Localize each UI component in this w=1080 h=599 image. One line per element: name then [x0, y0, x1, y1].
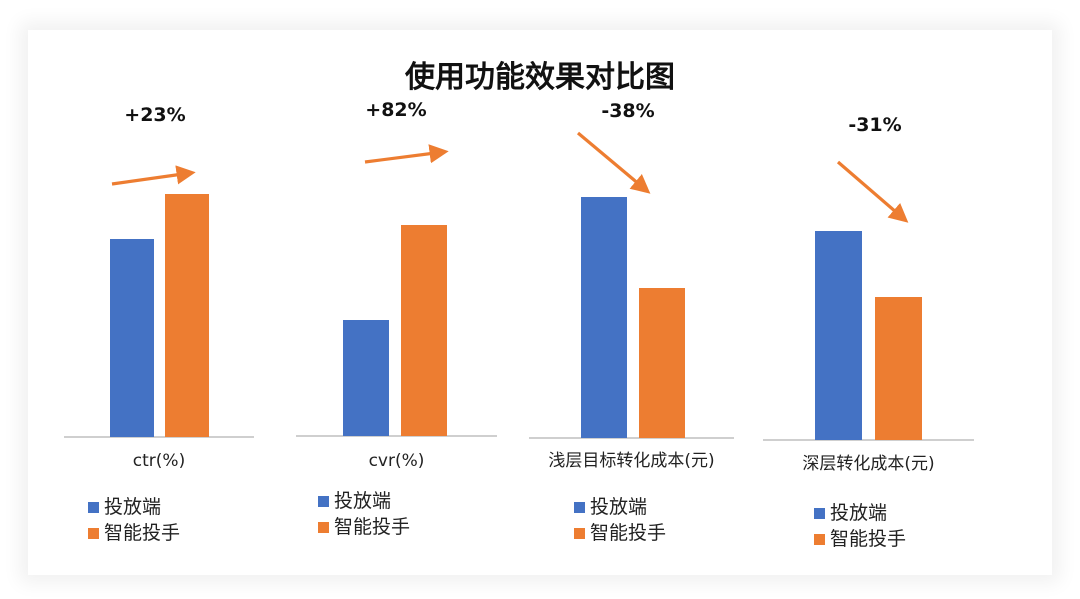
legend: 投放端 智能投手: [574, 494, 666, 546]
chart-panel-2: +82% cvr(%): [296, 99, 497, 471]
legend-swatch: [814, 533, 825, 545]
bar-智能投手: [639, 288, 685, 438]
legend-swatch: [88, 527, 99, 539]
legend-item: 投放端: [318, 488, 410, 514]
legend-label: 投放端: [334, 490, 392, 512]
change-label: +82%: [365, 99, 426, 121]
legend-label: 智能投手: [334, 516, 411, 538]
legend-swatch: [574, 527, 585, 539]
bar-投放端: [815, 231, 862, 440]
change-label: -31%: [848, 114, 901, 136]
trend-arrow-down: [576, 131, 651, 194]
legend-item: 智能投手: [574, 520, 666, 546]
legend-item: 智能投手: [318, 514, 410, 540]
category-label: 浅层目标转化成本(元): [548, 451, 714, 471]
chart-panel-4: -31% 深层转化成本(元): [763, 114, 974, 474]
legend-item: 投放端: [88, 494, 180, 520]
trend-arrow-down: [836, 160, 909, 223]
legend-swatch: [318, 495, 329, 507]
legend-item: 投放端: [574, 494, 666, 520]
trend-arrow-up: [364, 144, 449, 164]
chart-panel-1: +23% ctr(%): [64, 104, 254, 471]
legend-item: 智能投手: [814, 526, 906, 552]
legend: 投放端 智能投手: [814, 500, 906, 552]
change-label: -38%: [601, 100, 654, 122]
legend-swatch: [814, 507, 825, 519]
category-label: 深层转化成本(元): [802, 454, 934, 474]
legend: 投放端 智能投手: [88, 494, 180, 546]
bar-智能投手: [165, 194, 209, 437]
chart-panel-3: -38% 浅层目标转化成本(元): [529, 100, 734, 471]
legend-swatch: [88, 501, 99, 513]
bar-投放端: [581, 197, 627, 438]
legend-swatch: [574, 501, 585, 513]
bar-智能投手: [875, 297, 922, 440]
legend-label: 智能投手: [104, 522, 181, 544]
legend-label: 智能投手: [590, 522, 667, 544]
category-label: cvr(%): [369, 451, 425, 471]
legend-item: 投放端: [814, 500, 906, 526]
legend-swatch: [318, 521, 329, 533]
legend-item: 智能投手: [88, 520, 180, 546]
category-label: ctr(%): [133, 451, 185, 471]
bar-投放端: [110, 239, 154, 437]
change-label: +23%: [124, 104, 185, 126]
legend: 投放端 智能投手: [318, 488, 410, 540]
bar-投放端: [343, 320, 389, 436]
bar-智能投手: [401, 225, 447, 436]
legend-label: 投放端: [104, 496, 162, 518]
chart-title: 使用功能效果对比图: [405, 60, 675, 95]
legend-label: 智能投手: [830, 528, 907, 550]
legend-label: 投放端: [590, 496, 648, 518]
trend-arrow-up: [111, 165, 196, 186]
legend-label: 投放端: [830, 502, 888, 524]
